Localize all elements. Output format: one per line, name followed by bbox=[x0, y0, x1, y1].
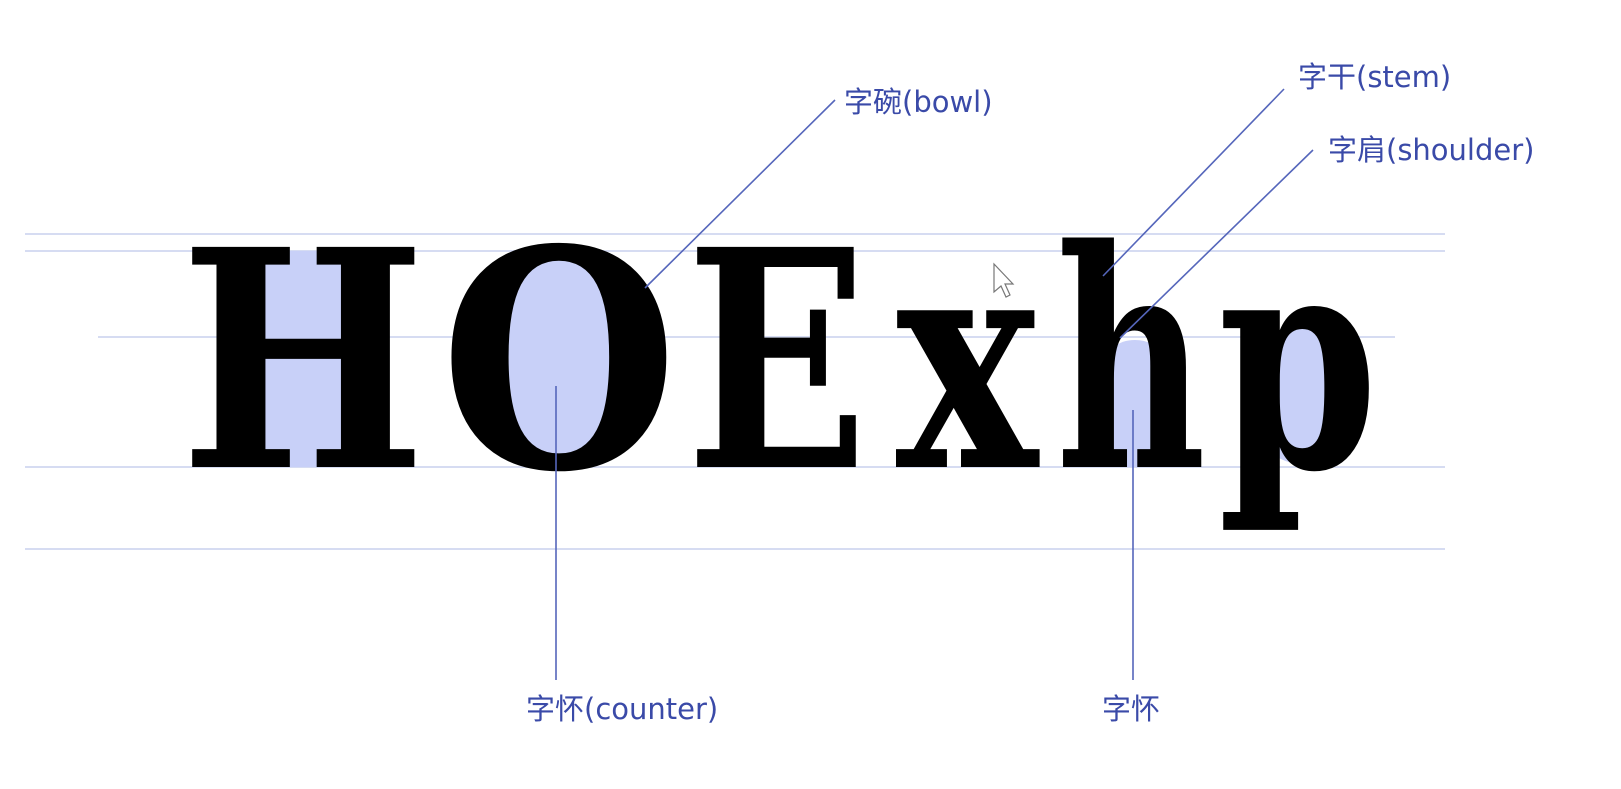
glyph-x: x bbox=[896, 184, 1041, 539]
label-stem: 字干(stem) bbox=[1298, 60, 1451, 94]
h-lowercase-counter bbox=[1108, 340, 1162, 467]
mouse-cursor-icon bbox=[993, 262, 1015, 298]
p-counter bbox=[1246, 328, 1358, 464]
annotation-labels: 字碗(bowl) 字干(stem) 字肩(shoulder) 字怀(counte… bbox=[526, 60, 1534, 726]
specimen-glyphs: H O E x h p bbox=[180, 184, 1378, 539]
leader-lines bbox=[555, 88, 1314, 680]
label-counter: 字怀(counter) bbox=[526, 692, 718, 726]
bowl-leader bbox=[644, 99, 836, 289]
stem-leader bbox=[1102, 88, 1285, 277]
o-counter bbox=[478, 252, 634, 468]
shoulder-leader bbox=[1119, 149, 1314, 339]
label-shoulder: 字肩(shoulder) bbox=[1328, 133, 1534, 167]
label-counter-h: 字怀 bbox=[1102, 692, 1160, 726]
glyph-H: H bbox=[180, 184, 426, 539]
glyph-O: O bbox=[440, 184, 678, 539]
h-counter-lower bbox=[238, 356, 350, 467]
label-bowl: 字碗(bowl) bbox=[844, 85, 993, 119]
glyph-h: h bbox=[1056, 184, 1206, 539]
h-counter-upper bbox=[238, 251, 350, 361]
counter-highlights bbox=[238, 251, 1358, 468]
glyph-E: E bbox=[686, 184, 868, 539]
glyph-p: p bbox=[1218, 184, 1378, 539]
